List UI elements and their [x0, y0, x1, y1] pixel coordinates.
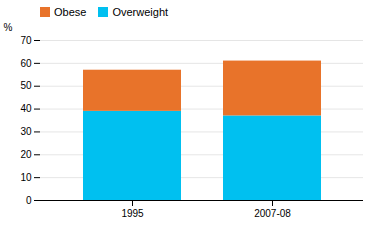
- html-text:Overweight: Overweight: [112, 6, 169, 18]
- svg-text:%: %: [4, 22, 13, 33]
- svg-text:20: 20: [20, 149, 32, 160]
- svg-text:60: 60: [20, 58, 32, 69]
- svg-text:30: 30: [20, 126, 32, 137]
- html-text:Obese: Obese: [54, 6, 87, 18]
- svg-text:0: 0: [26, 195, 32, 206]
- svg-text:70: 70: [20, 35, 32, 46]
- svg-text:2007-08: 2007-08: [254, 208, 291, 219]
- svg-text:10: 10: [20, 172, 32, 183]
- svg-text:50: 50: [20, 80, 32, 91]
- svg-text:40: 40: [20, 103, 32, 114]
- svg-text:1995: 1995: [121, 208, 144, 219]
